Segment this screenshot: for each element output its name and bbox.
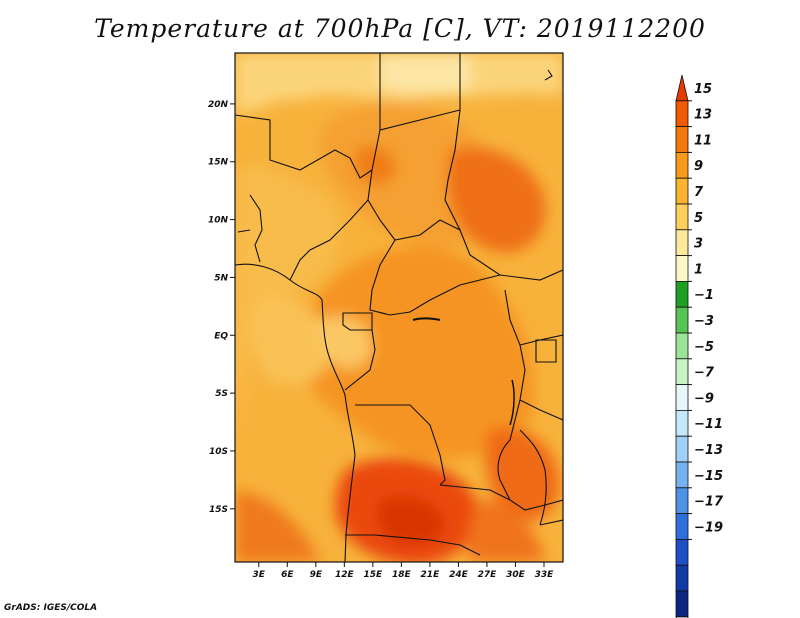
lon-tick-label: 6E [281,570,294,580]
colorbar-label: −7 [694,366,715,381]
colorbar-label: 13 [694,108,712,123]
colorbar-swatch [675,590,689,618]
colorbar-label: 1 [694,262,703,277]
colorbar-label: 9 [694,159,703,174]
map-frame [234,52,564,563]
lat-tick-label: 15N [208,158,229,168]
lon-tick-label: 15E [364,570,384,580]
colorbar-label: −5 [694,340,714,355]
colorbar-swatch [675,461,689,489]
colorbar-swatch [675,126,689,153]
colorbar-label: 11 [694,133,712,148]
lon-tick-label: 27E [478,570,498,580]
colorbar-swatch [675,255,689,282]
colorbar-swatch [675,100,689,128]
colorbar-swatch [675,280,689,308]
colorbar-label: −17 [694,495,724,510]
colorbar-swatch [675,564,689,592]
colorbar-triangle-top [675,74,689,102]
colorbar-label: 15 [694,82,712,97]
lat-tick-label: EQ [214,331,228,341]
colorbar-label: −9 [694,391,714,406]
lat-tick-label: 5N [214,273,228,283]
colorbar-swatch [675,332,689,360]
lat-tick-label: 5S [215,389,228,399]
colorbar-label: −1 [694,288,714,303]
colorbar-swatch [675,487,689,514]
colorbar-label: 3 [694,237,703,252]
colorbar-swatch [675,177,689,205]
latitude-axis: 20N 15N 10N 5N EQ 5S 10S 15S [208,100,235,515]
lat-tick-label: 10S [209,447,228,457]
lat-tick-label: 15S [209,505,228,515]
colorbar-swatch [675,539,689,566]
lat-tick-label: 20N [208,100,229,110]
temperature-field [235,53,563,562]
lat-tick-label: 10N [208,216,229,226]
lon-tick-label: 3E [253,570,266,580]
lon-tick-label: 12E [335,570,355,580]
colorbar-label: 5 [694,211,703,226]
colorbar: 15 13 11 9 7 5 3 1 −1 −3 −5 −7 −9 −11 −13 −15 −17 −19 [675,74,724,618]
colorbar-swatch [675,151,689,179]
colorbar-swatch [675,203,689,231]
lon-tick-label: 30E [506,570,526,580]
colorbar-swatch [675,513,689,540]
colorbar-label: −15 [694,469,723,484]
country-borders [235,53,563,562]
colorbar-label: −13 [694,443,723,458]
colorbar-swatch [675,409,689,437]
lon-tick-label: 33E [535,570,555,580]
colorbar-label: −3 [694,314,714,329]
longitude-axis: 3E 6E 9E 12E 15E 18E 21E 24E 27E 30E 33E [253,562,555,580]
colorbar-label: −19 [694,520,723,535]
colorbar-label: 7 [694,185,704,200]
colorbar-swatch [675,435,689,463]
lon-tick-label: 9E [310,570,323,580]
colorbar-swatch [675,384,689,411]
lon-tick-label: 24E [449,570,469,580]
map-title: Temperature at 700hPa [C], VT: 201911220… [94,14,706,43]
lon-tick-label: 21E [421,570,441,580]
grads-credit: GrADS: IGES/COLA [4,603,98,613]
colorbar-label: −11 [694,417,723,432]
colorbar-swatch [675,306,689,334]
colorbar-swatch [675,358,689,385]
lon-tick-label: 18E [392,570,412,580]
colorbar-swatch [675,229,689,257]
